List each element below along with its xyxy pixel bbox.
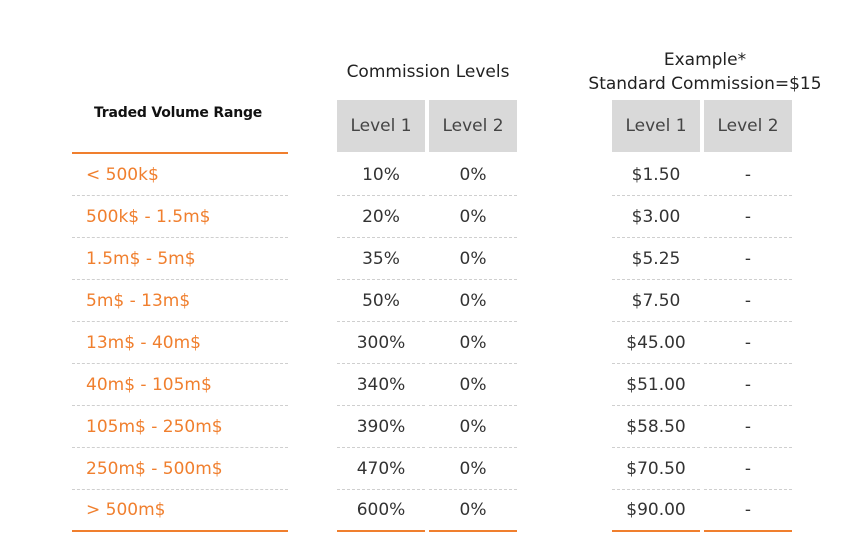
commission-level-1-cell: 35% xyxy=(337,238,425,280)
example-level-2-cell: - xyxy=(704,196,792,238)
volume-range-cell: 250m$ - 500m$ xyxy=(72,448,288,490)
example-level-2-cell: - xyxy=(704,406,792,448)
example-level-2-cell: - xyxy=(704,322,792,364)
example-heading: Example* Standard Commission=$15 xyxy=(580,48,830,96)
example-level-1-cell: $7.50 xyxy=(612,280,700,322)
example-level-2-cell: - xyxy=(704,490,792,532)
commission-level-2-cell: 0% xyxy=(429,406,517,448)
example-level-1-cell: $45.00 xyxy=(612,322,700,364)
example-level-2-cell: - xyxy=(704,154,792,196)
volume-range-cell: 105m$ - 250m$ xyxy=(72,406,288,448)
example-level-1-header: Level 1 xyxy=(612,100,700,152)
example-level-1-cell: $3.00 xyxy=(612,196,700,238)
example-level-2-cell: - xyxy=(704,364,792,406)
commission-level-1-column: 10% 20% 35% 50% 300% 340% 390% 470% 600% xyxy=(337,154,425,532)
commission-level-1-cell: 20% xyxy=(337,196,425,238)
example-title: Example* xyxy=(663,50,747,70)
commission-level-1-cell: 340% xyxy=(337,364,425,406)
commission-level-2-header: Level 2 xyxy=(429,100,517,152)
volume-range-cell: 5m$ - 13m$ xyxy=(72,280,288,322)
example-level-1-cell: $70.50 xyxy=(612,448,700,490)
commission-level-2-cell: 0% xyxy=(429,448,517,490)
commission-level-1-cell: 300% xyxy=(337,322,425,364)
volume-range-heading: Traded Volume Range xyxy=(94,105,263,121)
commission-level-2-cell: 0% xyxy=(429,280,517,322)
example-subtitle: Standard Commission=$15 xyxy=(588,74,822,94)
commission-level-1-cell: 10% xyxy=(337,154,425,196)
example-level-1-cell: $58.50 xyxy=(612,406,700,448)
example-level-2-cell: - xyxy=(704,238,792,280)
example-level-1-cell: $90.00 xyxy=(612,490,700,532)
example-level-1-cell: $1.50 xyxy=(612,154,700,196)
commission-level-1-cell: 50% xyxy=(337,280,425,322)
volume-range-cell: < 500k$ xyxy=(72,154,288,196)
commission-level-1-cell: 390% xyxy=(337,406,425,448)
commission-level-1-cell: 600% xyxy=(337,490,425,532)
example-level-1-cell: $51.00 xyxy=(612,364,700,406)
commission-level-2-cell: 0% xyxy=(429,490,517,532)
commission-level-1-cell: 470% xyxy=(337,448,425,490)
example-level-2-cell: - xyxy=(704,448,792,490)
commission-level-2-cell: 0% xyxy=(429,238,517,280)
commission-level-2-cell: 0% xyxy=(429,322,517,364)
commission-level-2-cell: 0% xyxy=(429,196,517,238)
volume-range-cell: 13m$ - 40m$ xyxy=(72,322,288,364)
example-level-1-cell: $5.25 xyxy=(612,238,700,280)
commission-level-2-cell: 0% xyxy=(429,154,517,196)
example-level-1-column: $1.50 $3.00 $5.25 $7.50 $45.00 $51.00 $58.50 $7… xyxy=(612,154,700,532)
volume-header-underline xyxy=(72,152,288,154)
volume-range-cell: 40m$ - 105m$ xyxy=(72,364,288,406)
volume-range-column: < 500k$ 500k$ - 1.5m$ 1.5m$ - 5m$ 5m$ - 13m… xyxy=(72,154,288,532)
commission-levels-heading: Commission Levels xyxy=(346,62,510,82)
commission-level-2-column: 0% 0% 0% 0% 0% 0% 0% 0% 0% xyxy=(429,154,517,532)
commission-level-1-header: Level 1 xyxy=(337,100,425,152)
volume-range-cell: 1.5m$ - 5m$ xyxy=(72,238,288,280)
example-level-2-cell: - xyxy=(704,280,792,322)
example-level-2-column: --------- xyxy=(704,154,792,532)
volume-range-cell: > 500m$ xyxy=(72,490,288,532)
volume-range-cell: 500k$ - 1.5m$ xyxy=(72,196,288,238)
example-level-2-header: Level 2 xyxy=(704,100,792,152)
commission-level-2-cell: 0% xyxy=(429,364,517,406)
